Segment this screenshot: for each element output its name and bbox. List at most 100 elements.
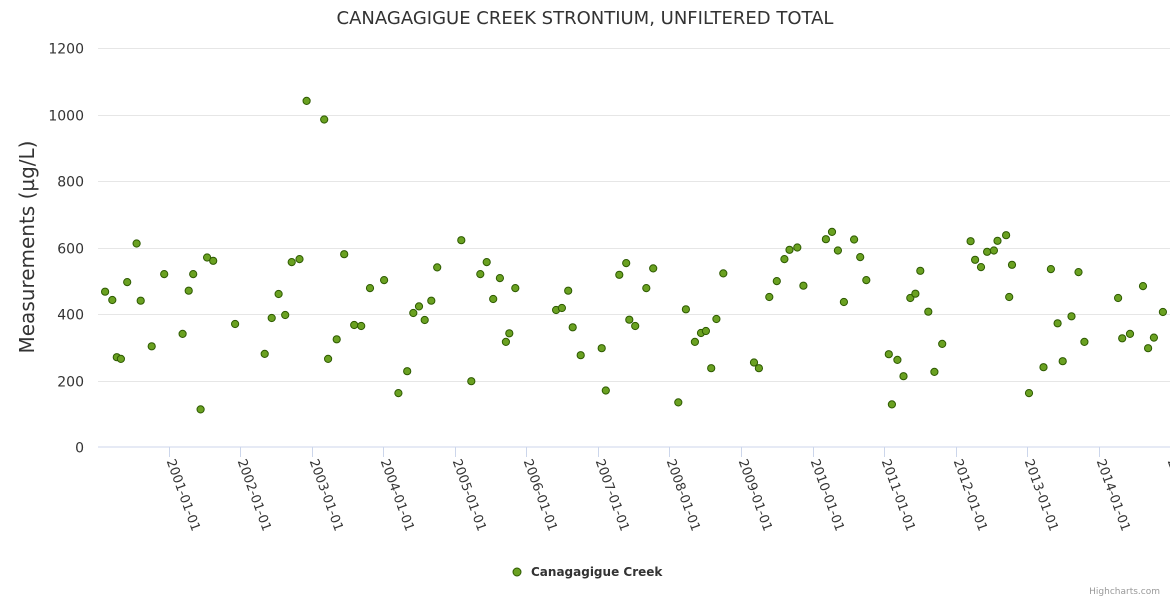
data-point[interactable]: [414, 302, 424, 311]
data-point[interactable]: [231, 319, 240, 329]
data-point[interactable]: [209, 256, 218, 265]
data-point[interactable]: [1149, 333, 1159, 342]
data-point[interactable]: [476, 270, 485, 279]
data-point[interactable]: [320, 115, 329, 124]
data-point[interactable]: [576, 351, 585, 360]
data-point[interactable]: [501, 337, 510, 346]
data-point[interactable]: [365, 284, 375, 293]
data-point[interactable]: [116, 354, 126, 363]
data-point[interactable]: [495, 274, 504, 283]
data-point[interactable]: [719, 269, 728, 278]
data-point[interactable]: [184, 286, 193, 295]
data-point[interactable]: [287, 258, 296, 267]
data-point[interactable]: [274, 289, 283, 299]
data-point[interactable]: [260, 349, 269, 358]
data-point[interactable]: [340, 250, 349, 259]
data-point[interactable]: [302, 96, 311, 106]
data-point[interactable]: [938, 339, 947, 348]
data-point[interactable]: [409, 308, 418, 318]
data-point[interactable]: [1080, 337, 1089, 346]
data-point[interactable]: [160, 270, 169, 279]
data-point[interactable]: [631, 321, 640, 331]
data-point[interactable]: [989, 246, 999, 255]
data-point[interactable]: [649, 264, 658, 273]
data-point[interactable]: [597, 344, 606, 353]
data-point[interactable]: [911, 289, 920, 298]
data-point[interactable]: [1158, 307, 1168, 317]
data-point[interactable]: [993, 236, 1002, 245]
data-point[interactable]: [505, 329, 514, 338]
data-point[interactable]: [1118, 334, 1127, 343]
data-point[interactable]: [615, 270, 624, 279]
data-point[interactable]: [147, 342, 156, 351]
legend-marker-icon[interactable]: [512, 567, 522, 577]
legend-item-canagagigue-creek[interactable]: Canagagigue Creek: [531, 565, 663, 579]
data-point[interactable]: [821, 235, 831, 244]
data-point[interactable]: [983, 247, 992, 256]
data-point[interactable]: [850, 235, 859, 244]
data-point[interactable]: [749, 358, 759, 367]
data-point[interactable]: [467, 377, 476, 386]
data-point[interactable]: [916, 266, 925, 275]
data-point[interactable]: [1002, 231, 1011, 240]
data-point[interactable]: [887, 400, 897, 409]
data-point[interactable]: [403, 367, 412, 376]
data-point[interactable]: [557, 303, 567, 313]
data-point[interactable]: [690, 337, 700, 346]
data-point[interactable]: [785, 245, 794, 254]
data-point[interactable]: [701, 326, 711, 336]
data-point[interactable]: [324, 354, 333, 363]
data-point[interactable]: [839, 297, 849, 307]
data-point[interactable]: [427, 296, 436, 305]
data-point[interactable]: [123, 278, 132, 287]
data-point[interactable]: [1058, 357, 1067, 366]
data-point[interactable]: [862, 276, 871, 285]
data-point[interactable]: [601, 386, 610, 395]
data-point[interactable]: [511, 284, 520, 293]
data-point[interactable]: [1007, 260, 1017, 269]
data-point[interactable]: [780, 255, 789, 264]
data-point[interactable]: [893, 355, 902, 364]
data-point[interactable]: [1144, 344, 1153, 353]
data-point[interactable]: [132, 239, 141, 248]
data-point[interactable]: [799, 281, 808, 290]
data-point[interactable]: [332, 335, 341, 344]
data-point[interactable]: [1005, 292, 1014, 302]
data-point[interactable]: [1039, 363, 1048, 372]
data-point[interactable]: [1114, 293, 1123, 303]
data-point[interactable]: [899, 372, 908, 381]
data-point[interactable]: [1138, 282, 1148, 291]
data-point[interactable]: [924, 307, 933, 316]
data-point[interactable]: [856, 253, 865, 262]
data-point[interactable]: [394, 389, 403, 398]
data-point[interactable]: [833, 246, 843, 255]
data-point[interactable]: [196, 405, 205, 414]
data-point[interactable]: [357, 321, 366, 331]
data-point[interactable]: [754, 364, 764, 373]
data-point[interactable]: [101, 287, 110, 296]
data-point[interactable]: [976, 263, 986, 272]
data-point[interactable]: [380, 276, 389, 285]
data-point[interactable]: [930, 367, 939, 376]
data-point[interactable]: [1046, 265, 1056, 274]
data-point[interactable]: [674, 398, 683, 407]
data-point[interactable]: [966, 237, 975, 246]
credits-link[interactable]: Highcharts.com: [1089, 587, 1160, 597]
data-point[interactable]: [622, 259, 631, 268]
data-point[interactable]: [681, 305, 691, 314]
data-point[interactable]: [793, 243, 802, 252]
data-point[interactable]: [827, 227, 837, 236]
data-point[interactable]: [564, 286, 573, 295]
data-point[interactable]: [906, 293, 915, 303]
data-point[interactable]: [136, 296, 145, 305]
data-point[interactable]: [433, 263, 442, 272]
data-point[interactable]: [707, 364, 716, 373]
data-point[interactable]: [267, 313, 276, 323]
data-point[interactable]: [1053, 319, 1062, 328]
data-point[interactable]: [625, 315, 634, 324]
data-point[interactable]: [772, 277, 781, 286]
data-point[interactable]: [350, 320, 359, 330]
data-point[interactable]: [1074, 268, 1083, 277]
data-point[interactable]: [1024, 389, 1034, 398]
data-point[interactable]: [281, 310, 290, 320]
